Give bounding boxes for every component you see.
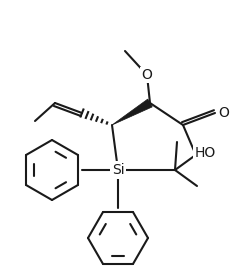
Text: O: O <box>219 106 229 120</box>
Polygon shape <box>112 99 152 125</box>
Text: HO: HO <box>194 146 216 160</box>
Text: Si: Si <box>112 163 124 177</box>
Text: O: O <box>141 68 152 82</box>
